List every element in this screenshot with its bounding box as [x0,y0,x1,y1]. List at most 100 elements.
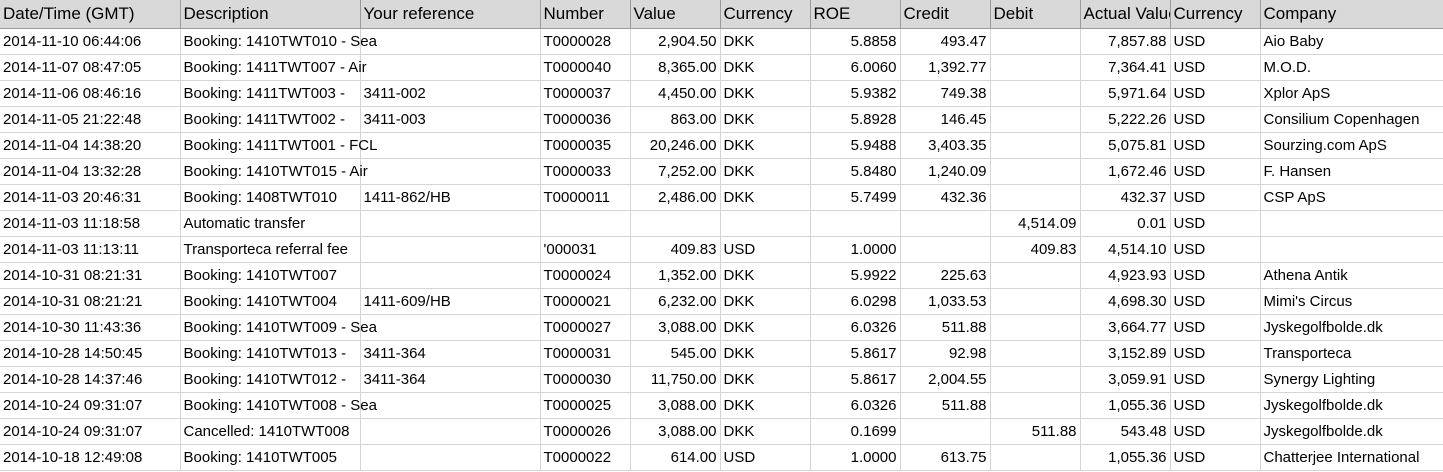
cell-currency-2[interactable]: USD [1170,236,1261,263]
cell-debit[interactable]: 4,514.09 [990,210,1081,237]
cell-number[interactable]: T0000037 [540,80,631,107]
cell-currency[interactable]: DKK [720,80,811,107]
cell-your-reference[interactable] [360,236,541,263]
cell-currency-2[interactable]: USD [1170,392,1261,419]
cell-debit[interactable] [990,132,1081,159]
cell-description[interactable]: Booking: 1410TWT005 [180,444,361,471]
cell-roe[interactable]: 5.8617 [810,366,901,393]
cell-description[interactable]: Booking: 1411TWT007 - Air [180,54,367,81]
cell-debit[interactable] [990,184,1081,211]
cell-roe[interactable]: 1.0000 [810,444,901,471]
cell-currency[interactable] [720,210,811,237]
cell-actual-value[interactable]: 432.37 [1080,184,1171,211]
cell-description[interactable]: Booking: 1410TWT004 [180,288,361,315]
cell-your-reference[interactable]: 3411-002 [360,80,541,107]
cell-currency-2[interactable]: USD [1170,314,1261,341]
table-row[interactable]: 2014-11-06 08:46:16 Booking: 1411TWT003 -… [0,80,1443,107]
cell-company[interactable]: M.O.D. [1260,54,1443,81]
cell-roe[interactable]: 5.9922 [810,262,901,289]
cell-actual-value[interactable]: 3,664.77 [1080,314,1171,341]
cell-actual-value[interactable]: 4,923.93 [1080,262,1171,289]
table-row[interactable]: 2014-11-10 06:44:06 Booking: 1410TWT010 -… [0,28,1443,55]
cell-number[interactable]: T0000028 [540,28,631,55]
cell-description[interactable]: Booking: 1410TWT012 - [180,366,361,393]
cell-currency[interactable]: DKK [720,184,811,211]
cell-number[interactable]: T0000025 [540,392,631,419]
column-header-value[interactable]: Value [630,0,721,29]
cell-number[interactable]: T0000035 [540,132,631,159]
cell-currency[interactable]: DKK [720,288,811,315]
cell-debit[interactable] [990,392,1081,419]
cell-actual-value[interactable]: 5,971.64 [1080,80,1171,107]
cell-company[interactable]: F. Hansen [1260,158,1443,185]
cell-roe[interactable]: 5.8617 [810,340,901,367]
cell-currency-2[interactable]: USD [1170,54,1261,81]
cell-debit[interactable] [990,366,1081,393]
cell-roe[interactable]: 6.0060 [810,54,901,81]
cell-your-reference[interactable] [360,314,541,341]
cell-datetime[interactable]: 2014-11-10 06:44:06 [0,28,181,55]
column-header-currency-2[interactable]: Currency [1170,0,1261,29]
cell-roe[interactable] [810,210,901,237]
cell-value[interactable] [630,210,721,237]
cell-description[interactable]: Booking: 1408TWT010 [180,184,361,211]
cell-roe[interactable]: 5.8480 [810,158,901,185]
cell-currency-2[interactable]: USD [1170,158,1261,185]
cell-credit[interactable]: 2,004.55 [900,366,991,393]
cell-description[interactable]: Transporteca referral fee [180,236,361,263]
cell-description[interactable]: Booking: 1410TWT008 - Sea [180,392,377,419]
cell-datetime[interactable]: 2014-10-18 12:49:08 [0,444,181,471]
cell-currency-2[interactable]: USD [1170,288,1261,315]
cell-credit[interactable] [900,210,991,237]
table-row[interactable]: 2014-10-31 08:21:21 Booking: 1410TWT004 14… [0,288,1443,315]
cell-company[interactable]: Aio Baby [1260,28,1443,55]
cell-currency-2[interactable]: USD [1170,340,1261,367]
cell-company[interactable]: Jyskegolfbolde.dk [1260,392,1443,419]
cell-roe[interactable]: 6.0298 [810,288,901,315]
cell-your-reference[interactable] [360,262,541,289]
cell-currency-2[interactable]: USD [1170,418,1261,445]
cell-roe[interactable]: 1.0000 [810,236,901,263]
cell-debit[interactable] [990,158,1081,185]
cell-currency[interactable]: USD [720,236,811,263]
cell-value[interactable]: 614.00 [630,444,721,471]
column-header-datetime[interactable]: Date/Time (GMT) [0,0,181,29]
cell-credit[interactable]: 749.38 [900,80,991,107]
cell-actual-value[interactable]: 7,364.41 [1080,54,1171,81]
cell-number[interactable]: T0000026 [540,418,631,445]
cell-credit[interactable]: 3,403.35 [900,132,991,159]
cell-roe[interactable]: 5.7499 [810,184,901,211]
cell-description[interactable]: Booking: 1410TWT010 - Sea [180,28,377,55]
cell-value[interactable]: 20,246.00 [630,132,721,159]
cell-company[interactable]: Sourzing.com ApS [1260,132,1443,159]
table-row[interactable]: 2014-11-05 21:22:48 Booking: 1411TWT002 -… [0,106,1443,133]
table-row[interactable]: 2014-10-24 09:31:07 Booking: 1410TWT008 -… [0,392,1443,419]
cell-number[interactable] [540,210,631,237]
cell-number[interactable]: T0000036 [540,106,631,133]
cell-number[interactable]: T0000024 [540,262,631,289]
cell-company[interactable]: Transporteca [1260,340,1443,367]
cell-value[interactable]: 1,352.00 [630,262,721,289]
cell-value[interactable]: 2,486.00 [630,184,721,211]
cell-your-reference[interactable] [360,392,541,419]
cell-description[interactable]: Booking: 1410TWT009 - Sea [180,314,377,341]
cell-currency-2[interactable]: USD [1170,106,1261,133]
cell-actual-value[interactable]: 1,672.46 [1080,158,1171,185]
cell-datetime[interactable]: 2014-10-24 09:31:07 [0,418,181,445]
cell-datetime[interactable]: 2014-10-31 08:21:21 [0,288,181,315]
cell-actual-value[interactable]: 4,698.30 [1080,288,1171,315]
table-row[interactable]: 2014-11-03 11:13:11 Transporteca referral… [0,236,1443,263]
cell-value[interactable]: 3,088.00 [630,392,721,419]
column-header-roe[interactable]: ROE [810,0,901,29]
cell-your-reference[interactable]: 1411-862/HB [360,184,541,211]
cell-currency-2[interactable]: USD [1170,444,1261,471]
cell-your-reference[interactable] [360,210,541,237]
cell-datetime[interactable]: 2014-11-04 14:38:20 [0,132,181,159]
cell-credit[interactable] [900,236,991,263]
cell-company[interactable]: Jyskegolfbolde.dk [1260,314,1443,341]
cell-number[interactable]: T0000021 [540,288,631,315]
cell-debit[interactable] [990,28,1081,55]
column-header-number[interactable]: Number [540,0,631,29]
cell-value[interactable]: 863.00 [630,106,721,133]
cell-datetime[interactable]: 2014-11-04 13:32:28 [0,158,181,185]
